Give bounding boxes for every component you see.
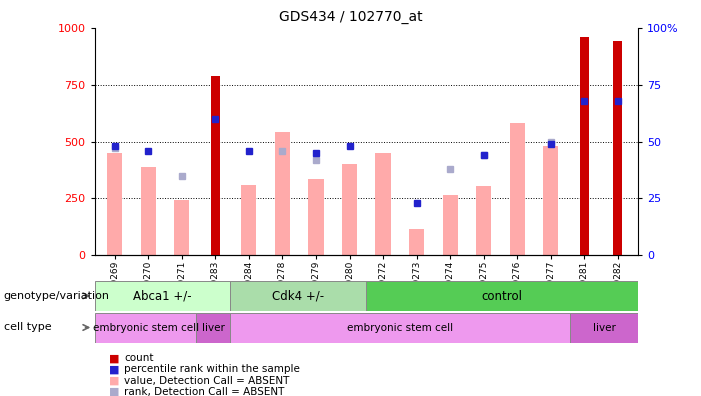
Bar (308, 179, 324, 255)
Bar (95, 313, 196, 343)
Bar (613, 41, 622, 255)
Bar (141, 167, 156, 255)
Text: Cdk4 +/-: Cdk4 +/- (272, 289, 325, 303)
Bar (366, 281, 638, 311)
Bar (175, 200, 189, 255)
Text: percentile rank within the sample: percentile rank within the sample (124, 364, 300, 375)
Bar (409, 229, 424, 255)
Bar (275, 132, 290, 255)
Bar (442, 195, 458, 255)
Bar (241, 185, 257, 255)
Text: Abca1 +/-: Abca1 +/- (133, 289, 192, 303)
Bar (231, 313, 570, 343)
Text: count: count (124, 353, 154, 364)
Bar (580, 37, 589, 255)
Bar (342, 164, 357, 255)
Text: rank, Detection Call = ABSENT: rank, Detection Call = ABSENT (124, 386, 285, 396)
Text: genotype/variation: genotype/variation (4, 291, 109, 301)
Bar (107, 153, 122, 255)
Text: liver: liver (592, 323, 615, 333)
Text: ■: ■ (109, 353, 119, 364)
Bar (543, 146, 558, 255)
Text: embryonic stem cell: embryonic stem cell (347, 323, 454, 333)
Text: cell type: cell type (4, 322, 51, 333)
Text: ■: ■ (109, 375, 119, 386)
Bar (476, 186, 491, 255)
Bar (95, 281, 231, 311)
Text: control: control (482, 289, 522, 303)
Bar (231, 281, 367, 311)
Bar (570, 313, 638, 343)
Bar (376, 153, 390, 255)
Bar (211, 76, 220, 255)
Text: GDS434 / 102770_at: GDS434 / 102770_at (279, 10, 422, 24)
Text: ■: ■ (109, 386, 119, 396)
Text: embryonic stem cell: embryonic stem cell (93, 323, 198, 333)
Text: ■: ■ (109, 364, 119, 375)
Text: value, Detection Call = ABSENT: value, Detection Call = ABSENT (124, 375, 290, 386)
Text: liver: liver (202, 323, 225, 333)
Bar (510, 123, 525, 255)
Bar (196, 313, 231, 343)
